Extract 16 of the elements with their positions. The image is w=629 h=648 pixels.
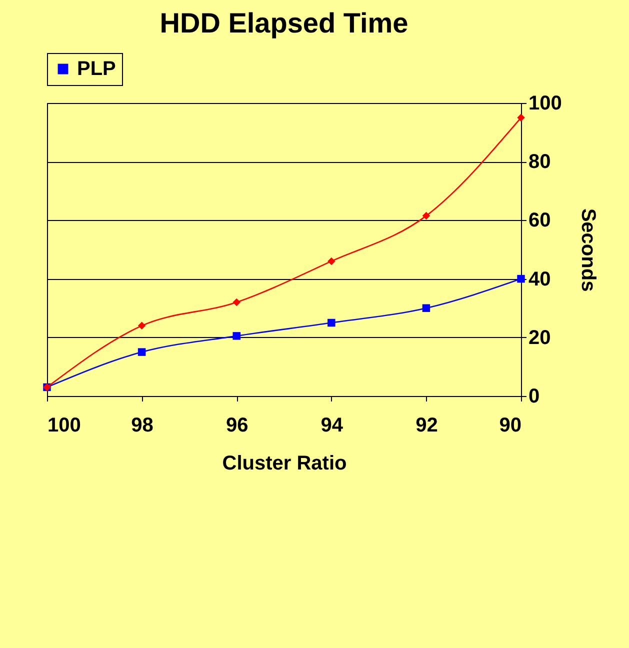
y-tick-label: 60	[528, 210, 551, 232]
x-tick-label: 96	[226, 414, 248, 436]
x-axis-title: Cluster Ratio	[222, 452, 347, 474]
y-axis-title: Seconds	[576, 208, 599, 292]
y-tick-label: 0	[528, 386, 540, 408]
x-tick-label: 92	[416, 414, 438, 436]
x-tick-label: 90	[499, 414, 522, 436]
y-tick-label: 20	[528, 326, 551, 349]
x-tick-label: 100	[48, 414, 81, 436]
y-tick-label: 40	[528, 268, 551, 290]
chart-title: HDD Elapsed Time	[160, 8, 408, 38]
y-tick-label: 100	[528, 92, 562, 114]
legend-label: PLP	[77, 58, 116, 80]
x-tick-label: 94	[320, 414, 344, 436]
x-tick-label: 98	[131, 414, 154, 436]
y-tick-label: 80	[528, 151, 551, 174]
